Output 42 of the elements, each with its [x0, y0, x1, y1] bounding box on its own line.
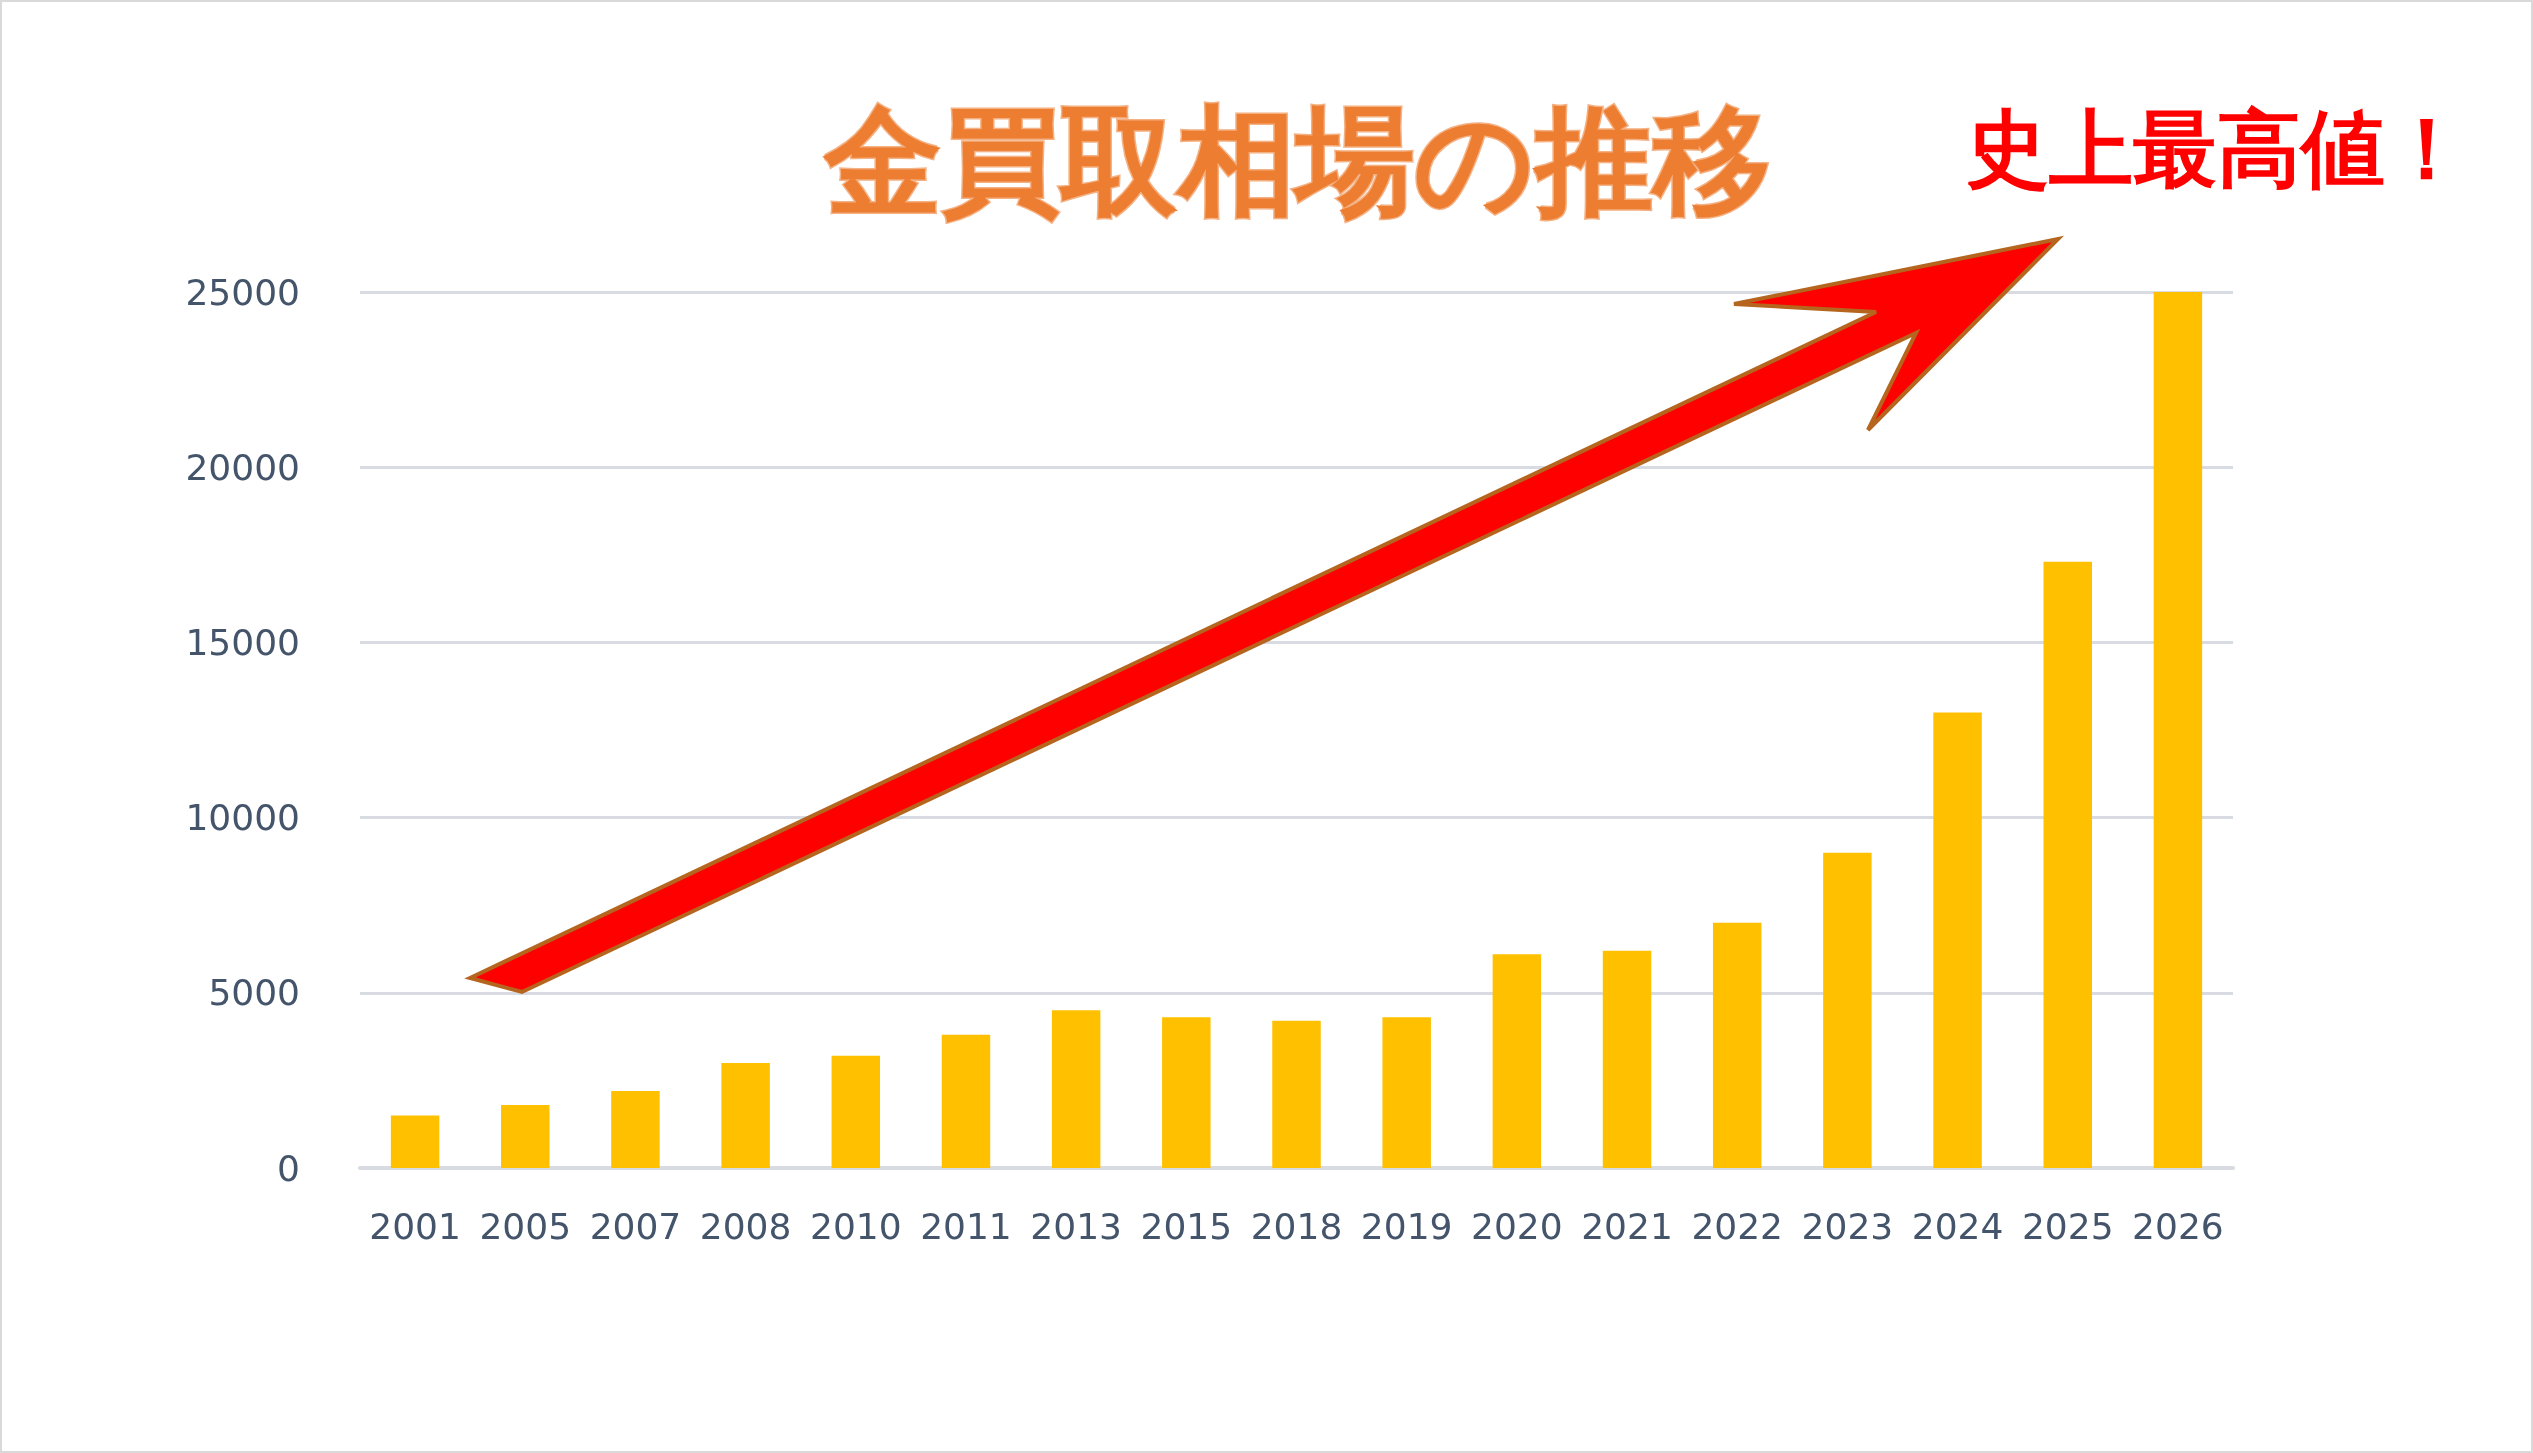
x-tick-label: 2015: [1140, 1205, 1233, 1247]
bar: [1272, 1020, 1321, 1168]
x-tick-label: 2013: [1030, 1205, 1122, 1247]
x-tick-label: 2024: [1911, 1205, 2004, 1247]
bar: [1823, 852, 1872, 1168]
x-tick-label: 2007: [589, 1205, 682, 1247]
x-tick-label: 2019: [1360, 1205, 1453, 1247]
x-tick-label: 2011: [920, 1205, 1012, 1247]
x-tick-label: 2022: [1691, 1205, 1784, 1247]
bar: [2043, 561, 2092, 1168]
bar: [941, 1034, 991, 1168]
x-tick-label: 2001: [369, 1205, 461, 1247]
bar: [1162, 1017, 1211, 1168]
bar: [1712, 922, 1762, 1168]
x-tick-label: 2008: [699, 1205, 792, 1247]
x-tick-label: 2018: [1250, 1205, 1343, 1247]
y-tick-label: 0: [277, 1147, 300, 1189]
y-tick-label: 10000: [185, 797, 300, 839]
x-tick-label: 2026: [2132, 1205, 2224, 1247]
x-tick-label: 2005: [479, 1205, 572, 1247]
x-tick-label: 2010: [809, 1205, 902, 1247]
bar: [390, 1115, 440, 1168]
bar: [501, 1104, 550, 1168]
y-tick-label: 20000: [185, 446, 300, 488]
y-tick-label: 15000: [185, 621, 300, 663]
bar: [1051, 1010, 1101, 1168]
bar: [831, 1055, 881, 1168]
bar: [611, 1090, 660, 1168]
bar: [721, 1062, 770, 1168]
x-tick-label: 2023: [1801, 1205, 1894, 1247]
chart-title: 金買取相場の推移: [821, 92, 1771, 230]
x-tick-label: 2021: [1581, 1205, 1673, 1247]
bar: [1382, 1017, 1431, 1168]
x-tick-label: 2025: [2021, 1205, 2114, 1247]
bar: [1933, 712, 1982, 1168]
y-tick-label: 25000: [185, 271, 300, 313]
bar: [2153, 292, 2203, 1168]
y-tick-label: 5000: [208, 972, 300, 1014]
text: 史上最高値！: [1965, 100, 2469, 198]
bar: [1602, 950, 1652, 1168]
bar: [1492, 954, 1542, 1168]
x-tick-label: 2020: [1471, 1205, 1563, 1247]
